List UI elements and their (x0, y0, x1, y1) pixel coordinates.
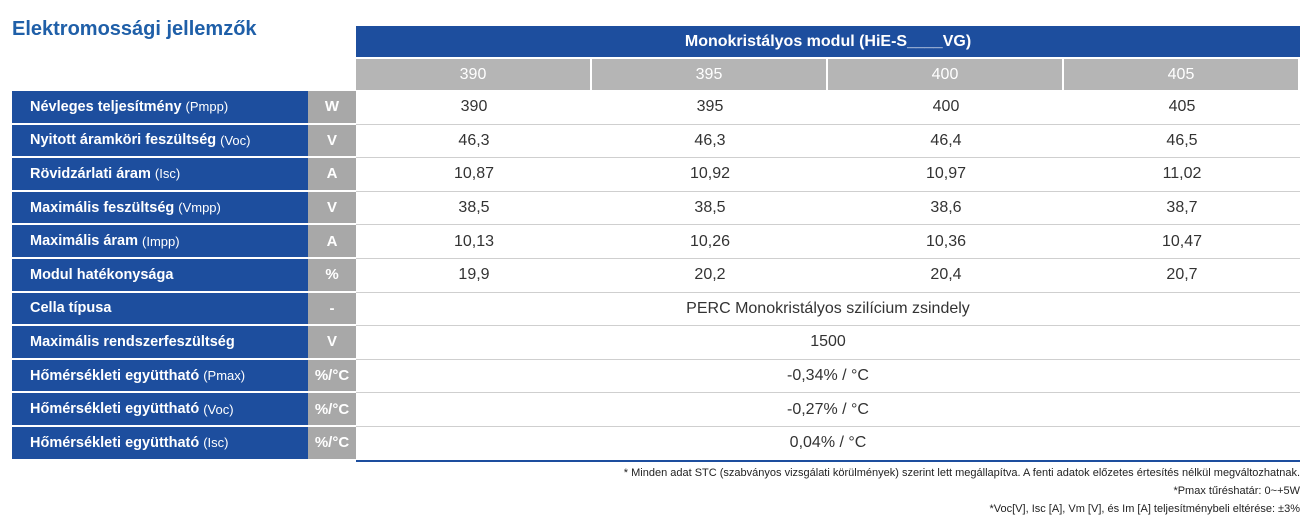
unit-cell: V (308, 191, 356, 226)
model-header: 405 (1064, 59, 1300, 90)
unit-cell: V (308, 124, 356, 159)
merged-value-cell: PERC Monokristályos szilícium zsindely (356, 293, 1300, 327)
label-note: (Pmax) (203, 368, 246, 384)
value-cell: 46,3 (592, 125, 828, 159)
merged-value-cell: -0,27% / °C (356, 393, 1300, 427)
value-cell: 38,5 (592, 192, 828, 226)
value-cell: 20,7 (1064, 259, 1300, 293)
unit-cell: %/°C (308, 393, 356, 427)
row-label: Cella típusa (12, 292, 308, 327)
label-text: Hőmérsékleti együttható (30, 367, 200, 384)
unit-cell: %/°C (308, 427, 356, 461)
row-label: Névleges teljesítmény (Pmpp) (12, 91, 308, 125)
unit-cell: A (308, 158, 356, 192)
unit-cell: % (308, 259, 356, 293)
label-note: (Vmpp) (178, 200, 221, 216)
unit-cell: W (308, 91, 356, 125)
value-cell: 400 (828, 91, 1064, 125)
label-text: Modul hatékonysága (30, 266, 174, 283)
page-title: Elektromossági jellemzők (12, 18, 257, 40)
row-label: Hőmérsékleti együttható (Isc) (12, 427, 308, 461)
row-label: Maximális feszültség (Vmpp) (12, 191, 308, 226)
table-header: Monokristályos modul (HiE-S____VG) (356, 26, 1300, 57)
value-cell: 11,02 (1064, 158, 1300, 192)
label-note: (Pmpp) (185, 99, 229, 115)
unit-cell: %/°C (308, 359, 356, 394)
value-cell: 10,87 (356, 158, 592, 192)
row-label: Rövidzárlati áram (Isc) (12, 158, 308, 192)
label-note: (Isc) (203, 435, 229, 451)
label-text: Hőmérsékleti együttható (30, 434, 200, 451)
value-cell: 10,92 (592, 158, 828, 192)
merged-value-cell: 1500 (356, 326, 1300, 360)
merged-value-cell: -0,34% / °C (356, 360, 1300, 394)
value-cell: 46,5 (1064, 125, 1300, 159)
label-text: Névleges teljesítmény (30, 98, 182, 115)
footnote: *Voc[V], Isc [A], Vm [V], és Im [A] telj… (989, 502, 1301, 515)
value-cell: 10,36 (828, 225, 1064, 259)
row-label: Maximális áram (Impp) (12, 225, 308, 259)
label-text: Maximális feszültség (30, 199, 175, 216)
model-header: 400 (828, 59, 1064, 90)
value-cell: 38,5 (356, 192, 592, 226)
value-cell: 390 (356, 91, 592, 125)
value-cell: 10,13 (356, 225, 592, 259)
label-note: (Voc) (220, 132, 251, 148)
value-cell: 38,6 (828, 192, 1064, 226)
model-header: 390 (356, 59, 592, 90)
label-text: Cella típusa (30, 300, 112, 317)
model-header: 395 (592, 59, 828, 90)
value-cell: 395 (592, 91, 828, 125)
table-bottom-border (356, 459, 1300, 462)
value-cell: 46,3 (356, 125, 592, 159)
unit-cell: - (308, 292, 356, 327)
value-cell: 20,2 (592, 259, 828, 293)
label-text: Maximális áram (30, 233, 139, 250)
value-cell: 20,4 (828, 259, 1064, 293)
value-cell: 19,9 (356, 259, 592, 293)
row-label: Maximális rendszerfeszültség (12, 326, 308, 360)
label-text: Maximális rendszerfeszültség (30, 333, 235, 350)
merged-value-cell: 0,04% / °C (356, 427, 1300, 461)
label-note: (Voc) (203, 401, 234, 417)
label-text: Rövidzárlati áram (30, 165, 151, 182)
row-label: Nyitott áramköri feszültség (Voc) (12, 124, 308, 159)
value-cell: 405 (1064, 91, 1300, 125)
footnote: * Minden adat STC (szabványos vizsgálati… (623, 466, 1300, 479)
label-text: Nyitott áramköri feszültség (30, 132, 217, 149)
value-cell: 10,47 (1064, 225, 1300, 259)
row-label: Hőmérsékleti együttható (Pmax) (12, 359, 308, 394)
value-cell: 46,4 (828, 125, 1064, 159)
label-note: (Isc) (154, 166, 181, 182)
value-cell: 10,97 (828, 158, 1064, 192)
unit-cell: V (308, 326, 356, 360)
footnote: *Pmax tűréshatár: 0~+5W (1173, 484, 1300, 497)
label-note: (Impp) (142, 233, 180, 249)
value-cell: 38,7 (1064, 192, 1300, 226)
row-label: Modul hatékonysága (12, 259, 308, 293)
unit-cell: A (308, 225, 356, 259)
row-label: Hőmérsékleti együttható (Voc) (12, 393, 308, 427)
label-text: Hőmérsékleti együttható (30, 401, 200, 418)
value-cell: 10,26 (592, 225, 828, 259)
